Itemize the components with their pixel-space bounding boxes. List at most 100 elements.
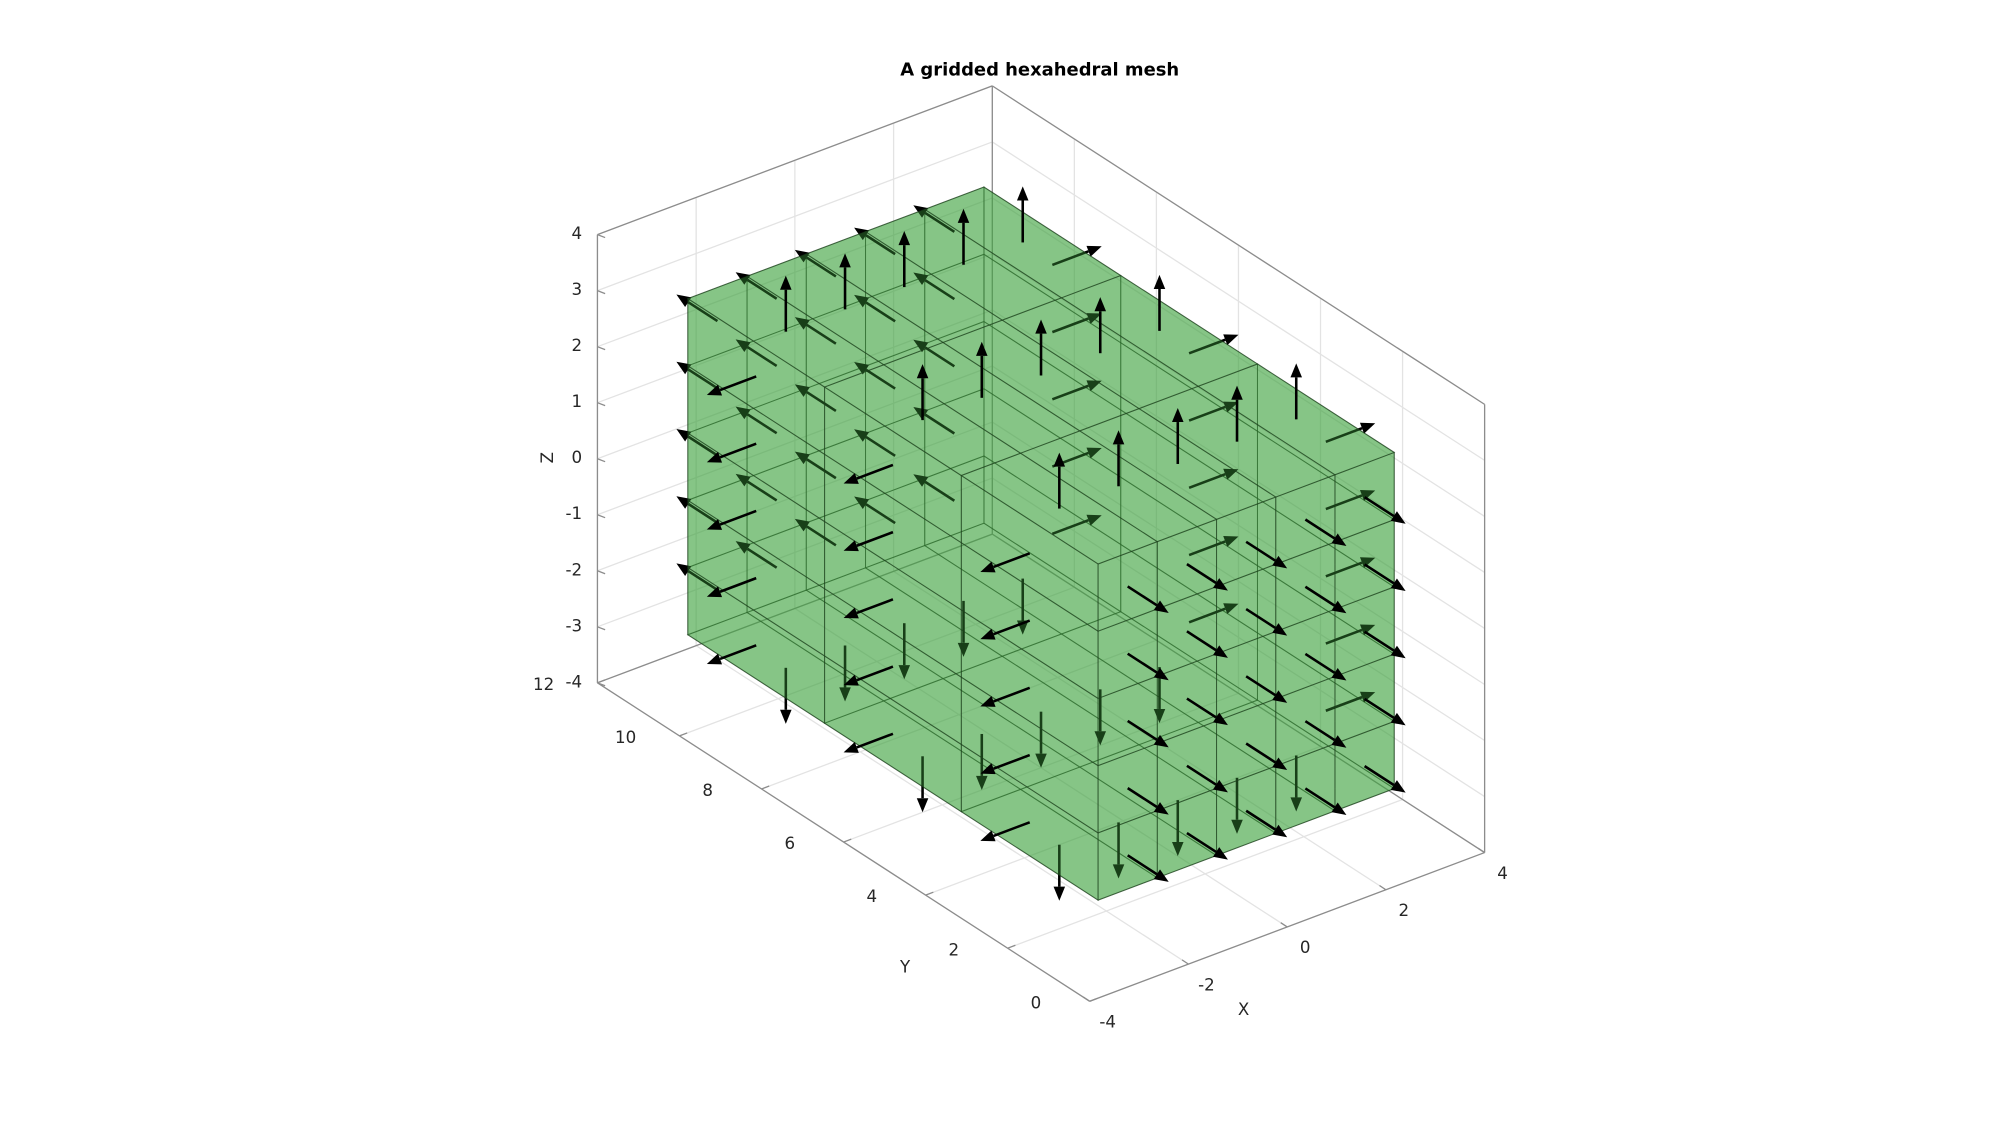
normal-arrow [1304,585,1336,607]
normal-arrow [806,390,837,412]
normal-arrow-head [854,362,870,375]
y-tick-label: 6 [784,834,795,853]
normal-arrow-head [843,473,859,484]
normal-arrow [1188,405,1226,422]
normal-arrow-head [780,275,792,290]
normal-arrow-head [1359,624,1376,636]
normal-arrow-head [1212,578,1228,591]
normal-arrow [1188,338,1226,355]
normal-arrow-head [976,775,988,790]
normal-arrow-head [1035,753,1047,768]
normal-arrow-head [957,642,970,657]
normal-arrow-head [1153,600,1169,613]
z-tick-label: 3 [571,280,582,299]
normal-arrow-head [794,451,810,465]
normal-arrow [687,301,719,323]
normal-arrow [1245,742,1277,764]
normal-arrow-head [794,518,810,532]
normal-arrow-head [843,540,859,552]
normal-arrow [1363,697,1395,719]
normal-arrow-head [1153,734,1169,748]
z-tick-label: 1 [571,392,582,411]
normal-arrow [746,278,778,300]
tick-mark [1089,997,1098,1002]
tick-mark [1181,959,1189,965]
normal-arrow [1126,787,1158,809]
normal-arrow-head [1212,712,1228,726]
normal-arrow-head [854,429,870,442]
normal-arrow [924,279,956,301]
normal-arrow-head [1094,297,1107,312]
normal-arrow-head [1153,869,1169,882]
grid-line [991,197,1485,517]
normal-arrow [856,530,894,547]
normal-arrow-head [980,763,996,775]
tick-mark [597,570,606,575]
normal-arrow [1325,628,1363,645]
normal-arrow [924,211,956,233]
y-tick-label: 12 [533,675,554,694]
tick-mark [1379,884,1387,891]
normal-arrow [1363,563,1395,585]
normal-arrow-head [735,272,751,285]
tick-mark [1280,922,1288,928]
normal-arrow [1325,494,1363,511]
normal-arrow [687,570,719,592]
normal-arrow-head [1086,447,1102,459]
x-tick-label: 4 [1497,864,1508,883]
normal-arrow [1186,764,1217,786]
normal-arrow [1126,854,1158,876]
normal-arrow-head [1390,780,1406,793]
normal-arrow-head [916,798,929,813]
x-axis-label: X [1238,1000,1249,1019]
normal-arrow-head [843,674,859,686]
z-tick-label: -1 [565,504,582,523]
normal-arrow-head [1223,468,1239,480]
axis-line [597,533,993,684]
normal-arrow-head [980,561,996,573]
normal-arrow [1186,563,1217,585]
normal-arrow-head [1390,712,1406,726]
tick-mark [1007,944,1016,949]
normal-arrow [1245,540,1277,562]
tick-mark [1082,996,1091,1002]
grid-line [597,141,993,292]
x-tick-label: 0 [1300,938,1311,957]
normal-arrow [1126,652,1158,674]
axis-line [597,85,993,236]
normal-arrow-head [1212,779,1228,793]
normal-arrow-head [1016,186,1029,201]
normal-arrow [719,442,757,459]
normal-arrow-head [1212,847,1228,860]
normal-arrow [806,323,837,345]
normal-arrow [1186,630,1217,652]
normal-arrow-head [735,541,751,554]
normal-arrow-head [1331,668,1347,681]
normal-arrow-head [1231,819,1243,834]
normal-arrow [924,480,956,502]
normal-arrow-head [1359,422,1376,434]
normal-arrow-head [1035,319,1047,334]
normal-arrow [1304,652,1336,674]
normal-arrow-head [1094,731,1107,746]
normal-arrow-head [1231,385,1243,400]
normal-arrow-head [706,384,723,396]
normal-arrow [1186,697,1217,719]
grid-line [991,365,1485,686]
normal-arrow-head [913,205,929,218]
normal-arrow-head [913,339,929,353]
normal-arrow [865,301,896,323]
normal-arrow [1051,519,1089,536]
normal-arrow-head [976,341,988,356]
x-tick-label: -4 [1099,1013,1116,1032]
normal-arrow-head [1086,245,1102,257]
normal-arrow-head [854,294,870,308]
normal-arrow [806,458,837,480]
normal-arrow [1245,675,1277,697]
normal-arrow [1325,695,1363,712]
normal-arrow-head [1172,407,1184,423]
normal-arrow [1304,787,1336,809]
tick-mark [597,458,606,463]
normal-arrow-head [916,364,929,379]
